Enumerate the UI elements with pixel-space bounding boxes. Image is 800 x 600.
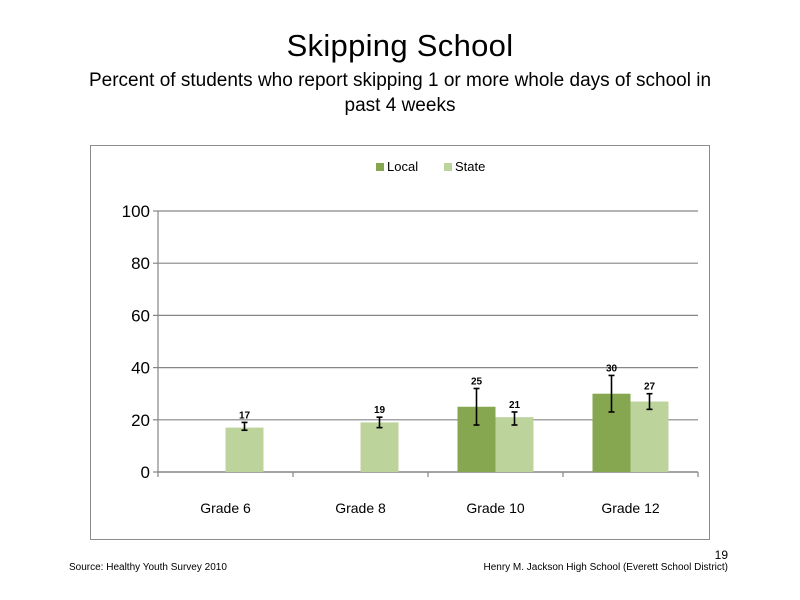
- footer-source: Source: Healthy Youth Survey 2010: [69, 562, 227, 573]
- bar-state: [225, 427, 264, 472]
- y-tick-label: 80: [131, 254, 150, 273]
- chart-frame: 0 20 40 60 80 100 Grade 6 17 Grade 8 19 Grade 10 25…: [90, 145, 710, 540]
- y-tick-label: 20: [131, 411, 150, 430]
- data-label: 30: [606, 363, 618, 374]
- footer-school: Henry M. Jackson High School (Everett Sc…: [483, 562, 728, 573]
- bar-chart: 0 20 40 60 80 100 Grade 6 17 Grade 8 19 Grade 10 25…: [122, 159, 699, 516]
- bar-state: [360, 422, 399, 472]
- y-tick-label: 40: [131, 359, 150, 378]
- x-tick-label: Grade 8: [335, 500, 386, 516]
- legend-swatch-local: [376, 163, 384, 171]
- bar-state: [630, 401, 669, 472]
- slide-subtitle: Percent of students who report skipping …: [88, 70, 712, 116]
- data-label: 25: [471, 376, 483, 387]
- data-label: 19: [374, 405, 386, 416]
- legend-label: Local: [387, 159, 418, 174]
- bar-state: [495, 417, 534, 472]
- x-tick-label: Grade 10: [466, 500, 525, 516]
- data-label: 17: [239, 410, 251, 421]
- legend-swatch-state: [444, 163, 452, 171]
- page-number: 19: [714, 548, 728, 562]
- y-tick-label: 60: [131, 306, 150, 325]
- data-label: 21: [509, 400, 521, 411]
- slide-title: Skipping School: [286, 28, 514, 63]
- x-tick-label: Grade 6: [200, 500, 251, 516]
- y-tick-label: 100: [122, 202, 150, 221]
- y-tick-label: 0: [141, 463, 150, 482]
- x-tick-label: Grade 12: [601, 500, 660, 516]
- data-label: 27: [644, 382, 656, 393]
- legend-label: State: [455, 159, 485, 174]
